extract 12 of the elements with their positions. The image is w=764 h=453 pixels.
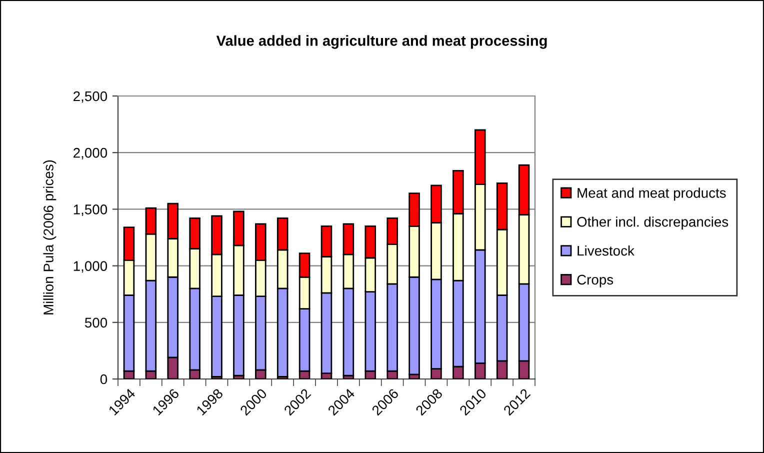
legend-label: Other incl. discrepancies [577,216,728,230]
legend-label: Livestock [578,245,634,256]
chart-title: Value added in agriculture and meat processing [216,35,547,49]
y-tick-label: 500 [84,318,108,328]
y-tick-label: 0 [100,374,108,384]
legend-label: Crops [577,274,614,288]
y-tick-label: 2,500 [74,91,108,103]
y-tick-label: 1,500 [74,204,108,216]
legend-label: Meat and meat products [578,188,726,201]
y-axis-title: Million Pula (2006 prices) [43,160,56,314]
y-tick-label: 1,000 [74,261,108,273]
y-tick-label: 2,000 [74,148,108,160]
